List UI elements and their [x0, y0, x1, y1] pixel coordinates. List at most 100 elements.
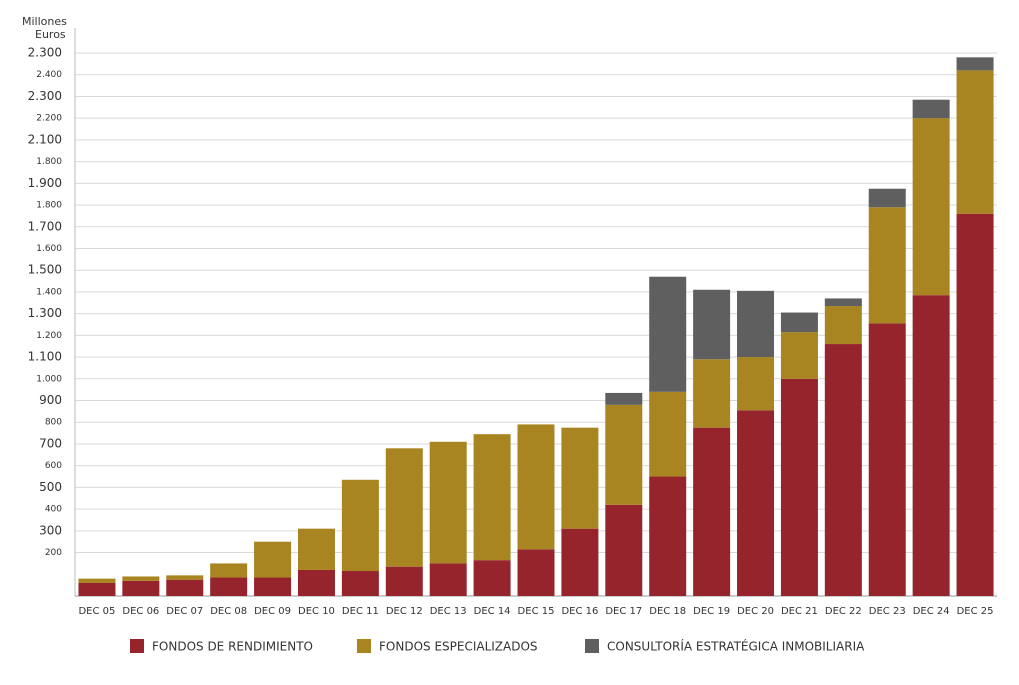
x-tick-label: DEC 14: [474, 606, 511, 617]
y-tick-label: 600: [45, 461, 62, 471]
bar-segment: [254, 541, 292, 578]
y-tick-label: 1.700: [28, 219, 62, 233]
bar-segment: [956, 70, 994, 214]
y-tick-label: 1.400: [36, 287, 62, 297]
y-tick-label: 1.300: [28, 306, 62, 320]
y-tick-label: 1.800: [36, 157, 62, 167]
bar-segment: [780, 378, 818, 596]
bar-segment: [122, 580, 160, 596]
legend-swatch: [130, 639, 144, 653]
bar-segment: [561, 528, 599, 596]
bar-segment: [122, 576, 160, 581]
bar-segment: [385, 566, 423, 596]
legend-label: FONDOS DE RENDIMIENTO: [152, 640, 313, 654]
bar-segment: [341, 479, 379, 572]
bar-segment: [912, 295, 950, 596]
bar-segment: [605, 404, 643, 505]
bar-segment: [605, 392, 643, 405]
x-tick-label: DEC 17: [605, 606, 642, 617]
x-tick-label: DEC 16: [561, 606, 598, 617]
y-tick-label: 500: [39, 480, 62, 494]
bar-segment: [473, 560, 511, 596]
bar-segment: [561, 427, 599, 529]
y-tick-label: 1.900: [28, 176, 62, 190]
bar-segment: [868, 323, 906, 596]
y-tick-label: 2.100: [28, 132, 62, 146]
y-tick-label: 300: [39, 523, 62, 537]
x-tick-label: DEC 12: [386, 606, 423, 617]
bar-segment: [912, 99, 950, 119]
bar-segment: [166, 575, 204, 580]
bar-segment: [868, 207, 906, 324]
bar-segment: [254, 577, 292, 596]
bar-segment: [824, 298, 862, 307]
y-tick-label: 2.400: [36, 70, 62, 80]
bar-segment: [956, 57, 994, 71]
y-tick-label: 1.800: [36, 201, 62, 211]
legend-swatch: [357, 639, 371, 653]
bar-segment: [78, 582, 116, 596]
bar-segment: [429, 563, 467, 596]
bar-segment: [517, 549, 555, 596]
y-tick-label: 1.600: [36, 244, 62, 254]
bar-segment: [341, 571, 379, 596]
bar-segment: [78, 578, 116, 583]
x-tick-label: DEC 10: [298, 606, 335, 617]
x-tick-label: DEC 07: [166, 606, 203, 617]
bar-segment: [693, 289, 731, 360]
legend-swatch: [585, 639, 599, 653]
bar-segment: [868, 188, 906, 208]
y-tick-label: 400: [45, 505, 62, 515]
x-tick-label: DEC 11: [342, 606, 379, 617]
bar-segment: [517, 424, 555, 550]
x-tick-label: DEC 05: [78, 606, 115, 617]
y-tick-label: 900: [39, 393, 62, 407]
y-tick-label: 2.200: [36, 114, 62, 124]
bar-segment: [912, 118, 950, 296]
y-axis-label: Euros: [35, 28, 66, 41]
bar-segment: [473, 434, 511, 561]
y-tick-label: 1.000: [36, 374, 62, 384]
bar-segment: [297, 569, 335, 596]
bar-segment: [649, 476, 687, 596]
y-tick-label: 800: [45, 418, 62, 428]
bar-segment: [649, 391, 687, 477]
y-tick-label: 1.100: [28, 350, 62, 364]
bar-segment: [824, 306, 862, 345]
bar-segment: [693, 427, 731, 596]
bar-segment: [210, 577, 248, 596]
x-tick-label: DEC 22: [825, 606, 862, 617]
x-tick-label: DEC 21: [781, 606, 818, 617]
legend-label: CONSULTORÍA ESTRATÉGICA INMOBILIARIA: [607, 639, 865, 654]
y-tick-label: 1.200: [36, 331, 62, 341]
bar-segment: [166, 579, 204, 596]
x-tick-label: DEC 20: [737, 606, 774, 617]
y-tick-label: 1.500: [28, 263, 62, 277]
bar-segment: [780, 332, 818, 379]
legend-label: FONDOS ESPECIALIZADOS: [379, 640, 538, 654]
y-tick-label: 700: [39, 436, 62, 450]
y-tick-label: 2.300: [28, 46, 62, 60]
bar-segment: [429, 441, 467, 564]
bar-segment: [824, 344, 862, 596]
x-tick-label: DEC 24: [913, 606, 950, 617]
bar-segment: [956, 213, 994, 596]
x-tick-label: DEC 08: [210, 606, 247, 617]
bar-segment: [737, 410, 775, 596]
bar-segment: [297, 528, 335, 570]
x-tick-label: DEC 18: [649, 606, 686, 617]
bar-segment: [210, 563, 248, 578]
x-tick-label: DEC 09: [254, 606, 291, 617]
x-tick-label: DEC 13: [430, 606, 467, 617]
y-axis-label: Millones: [22, 15, 67, 28]
y-tick-label: 2.300: [28, 89, 62, 103]
y-tick-label: 200: [45, 548, 62, 558]
x-tick-label: DEC 15: [518, 606, 555, 617]
bar-segment: [780, 312, 818, 333]
x-tick-label: DEC 25: [957, 606, 994, 617]
bar-segment: [693, 359, 731, 428]
bar-segment: [649, 276, 687, 392]
bar-segment: [605, 504, 643, 596]
bar-segment: [737, 290, 775, 358]
